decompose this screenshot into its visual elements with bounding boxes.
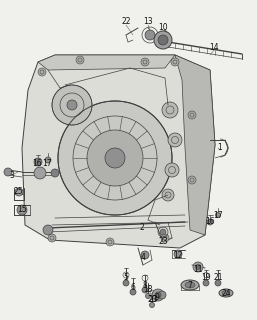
Circle shape — [165, 163, 179, 177]
Circle shape — [106, 238, 114, 246]
Circle shape — [45, 157, 51, 163]
Circle shape — [162, 102, 178, 118]
Circle shape — [145, 30, 155, 40]
Text: 1: 1 — [218, 143, 222, 153]
Circle shape — [158, 35, 168, 45]
Circle shape — [158, 291, 166, 299]
Circle shape — [142, 287, 148, 293]
Circle shape — [154, 31, 172, 49]
Circle shape — [87, 130, 143, 186]
Text: 19: 19 — [201, 274, 211, 283]
Circle shape — [145, 293, 151, 299]
Circle shape — [196, 265, 200, 269]
Circle shape — [67, 100, 77, 110]
Text: 7: 7 — [188, 281, 192, 290]
Text: 22: 22 — [121, 18, 131, 27]
Text: 8: 8 — [143, 281, 147, 290]
Text: 20: 20 — [147, 295, 157, 305]
Circle shape — [203, 280, 209, 286]
Circle shape — [141, 58, 149, 66]
Text: 10: 10 — [158, 23, 168, 33]
Text: 6: 6 — [131, 284, 135, 292]
Text: 14: 14 — [209, 44, 219, 52]
Text: 21: 21 — [213, 274, 223, 283]
Text: 9: 9 — [154, 293, 159, 302]
Circle shape — [123, 280, 129, 286]
Circle shape — [17, 205, 27, 215]
Circle shape — [207, 219, 213, 225]
Circle shape — [216, 212, 221, 218]
Circle shape — [150, 302, 154, 308]
Circle shape — [152, 289, 164, 301]
Circle shape — [193, 262, 203, 272]
Polygon shape — [22, 55, 215, 248]
Ellipse shape — [181, 280, 199, 290]
Circle shape — [4, 168, 12, 176]
Text: 16: 16 — [32, 158, 42, 167]
Circle shape — [155, 292, 161, 298]
Circle shape — [43, 225, 53, 235]
Text: 11: 11 — [193, 266, 203, 275]
Circle shape — [105, 148, 125, 168]
Text: 15: 15 — [17, 205, 27, 214]
Circle shape — [58, 101, 172, 215]
Circle shape — [15, 188, 23, 196]
Circle shape — [160, 229, 166, 235]
Text: 17: 17 — [42, 158, 52, 167]
Ellipse shape — [219, 289, 233, 297]
Circle shape — [162, 189, 174, 201]
Circle shape — [130, 289, 136, 295]
Circle shape — [171, 58, 179, 66]
Circle shape — [215, 280, 221, 286]
Text: 18: 18 — [143, 285, 153, 294]
Polygon shape — [38, 55, 175, 70]
Circle shape — [51, 169, 59, 177]
Text: 24: 24 — [221, 290, 231, 299]
Circle shape — [188, 176, 196, 184]
Text: 23: 23 — [148, 295, 158, 305]
Text: 5: 5 — [124, 274, 128, 283]
Text: 12: 12 — [173, 251, 183, 260]
Circle shape — [76, 56, 84, 64]
Text: 23: 23 — [158, 237, 168, 246]
Circle shape — [141, 251, 149, 259]
Circle shape — [168, 133, 182, 147]
Circle shape — [161, 234, 169, 242]
Circle shape — [34, 167, 46, 179]
Text: 4: 4 — [141, 253, 145, 262]
Circle shape — [34, 158, 42, 166]
Text: 25: 25 — [13, 188, 23, 196]
Circle shape — [38, 68, 46, 76]
Text: 3: 3 — [10, 171, 14, 180]
Circle shape — [188, 111, 196, 119]
Text: 2: 2 — [140, 223, 144, 233]
Circle shape — [48, 234, 56, 242]
Text: 17: 17 — [213, 211, 223, 220]
Circle shape — [174, 250, 182, 258]
Text: 13: 13 — [143, 18, 153, 27]
Ellipse shape — [222, 291, 230, 295]
Text: 16: 16 — [205, 218, 215, 227]
Ellipse shape — [185, 282, 195, 288]
Circle shape — [52, 85, 92, 125]
Polygon shape — [175, 55, 215, 235]
